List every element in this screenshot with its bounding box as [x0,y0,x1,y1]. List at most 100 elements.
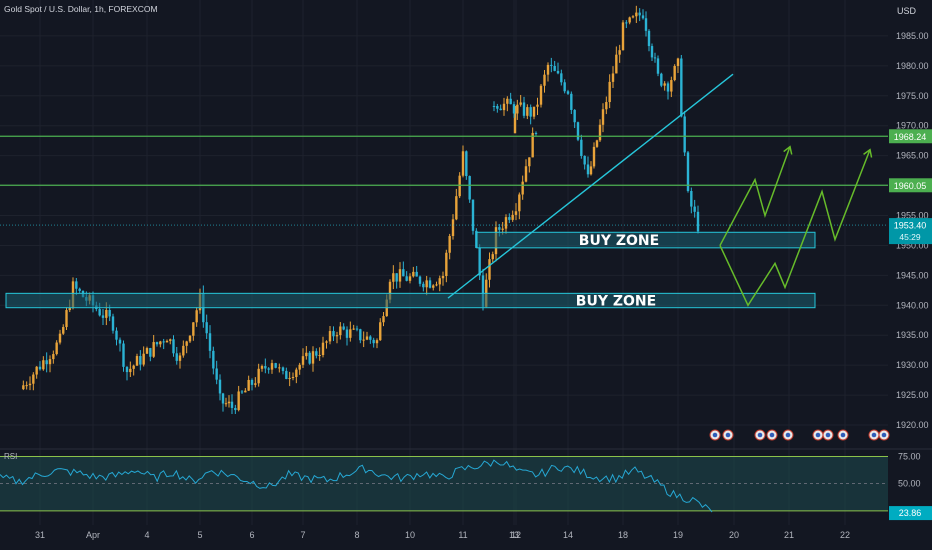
x-tick-label: 5 [197,530,202,540]
buy-zone [476,231,816,249]
candle-body [496,106,499,109]
candle-body [435,284,438,286]
candle-body [693,206,696,212]
event-flag-icon [825,432,831,438]
event-flag-icon [769,432,775,438]
candle-body [592,146,596,167]
candle-body [536,104,539,107]
candle-body [660,73,663,86]
candle-body [264,366,267,369]
candle-body [188,335,192,342]
candle-body [512,104,516,114]
candle-body [237,391,240,411]
candle-body [511,214,514,220]
symbol-title: Gold Spot / U.S. Dollar, 1h, FOREXCOM [4,4,158,14]
event-flag-icon [712,432,718,438]
y-tick-label: 1965.00 [896,151,929,161]
candle-body [362,339,365,341]
candle-body [105,309,108,318]
candle-body [185,341,188,346]
candle-body [250,379,254,385]
candle-body [295,369,298,377]
event-flag-icon [881,432,887,438]
candle-body [375,340,379,344]
candle-body [98,309,101,316]
y-tick-label: 1940.00 [896,300,929,310]
candle-body [570,93,573,110]
candle-body [274,363,277,368]
x-tick-label: 14 [563,530,573,540]
candle-body [519,102,522,105]
candle-body [182,345,185,356]
candle-body [573,109,576,123]
candle-body [502,103,506,111]
candle-body [653,57,657,59]
candle-body [208,333,212,351]
candle-body [332,331,335,337]
last-price-label: 1953.40 [894,221,927,231]
candle-body [501,228,504,230]
candle-body [580,139,583,156]
x-tick-label: 19 [673,530,683,540]
x-tick-label: 21 [784,530,794,540]
candle-body [696,211,700,232]
rsi-label: RSI [4,452,18,461]
candle-body [349,329,352,338]
event-flag-icon [840,432,846,438]
candle-body [395,273,398,282]
candle-body [122,343,125,367]
candle-body [680,58,683,117]
candle-body [690,191,693,207]
x-tick-label: 22 [840,530,850,540]
x-tick-label: 7 [300,530,305,540]
candle-body [315,351,318,356]
candle-body [165,340,169,343]
candle-body [441,275,445,279]
candle-body [488,259,491,280]
candle-body [412,271,415,277]
candle-body [492,105,496,107]
candle-body [52,354,55,360]
candle-body [285,370,288,379]
candle-body [145,348,149,354]
candle-body [504,217,508,229]
candle-body [553,65,556,71]
currency-label[interactable]: USD [897,6,917,16]
x-tick-label: 8 [354,530,359,540]
candle-body [162,341,165,343]
candle-body [663,83,666,86]
candle-body [514,211,518,215]
y-tick-label: 1950.00 [896,240,929,250]
candle-body [172,339,175,354]
x-tick-label: 12 [511,530,521,540]
candle-body [55,342,58,355]
candle-body [355,328,359,330]
candle-body [518,194,521,212]
candle-body [58,333,62,343]
x-tick-label: 20 [729,530,739,540]
candle-body [278,367,281,369]
candle-body [673,66,676,81]
candle-body [670,80,673,92]
candle-body [522,102,526,116]
candles [22,5,700,415]
candle-body [365,336,369,340]
candle-body [611,73,615,82]
candle-body [22,385,25,390]
candle-body [240,391,244,393]
candle-body [230,401,234,408]
event-flag-icon [815,432,821,438]
y-tick-label: 1975.00 [896,91,929,101]
x-tick-label: 6 [249,530,254,540]
candle-body [686,152,690,192]
candle-body [155,342,159,345]
y-tick-label: 1935.00 [896,330,929,340]
candle-body [175,353,178,361]
candle-body [281,367,285,371]
y-tick-label: 1970.00 [896,121,929,131]
candle-body [498,227,501,230]
candle-body [521,181,524,195]
candle-body [615,54,618,74]
